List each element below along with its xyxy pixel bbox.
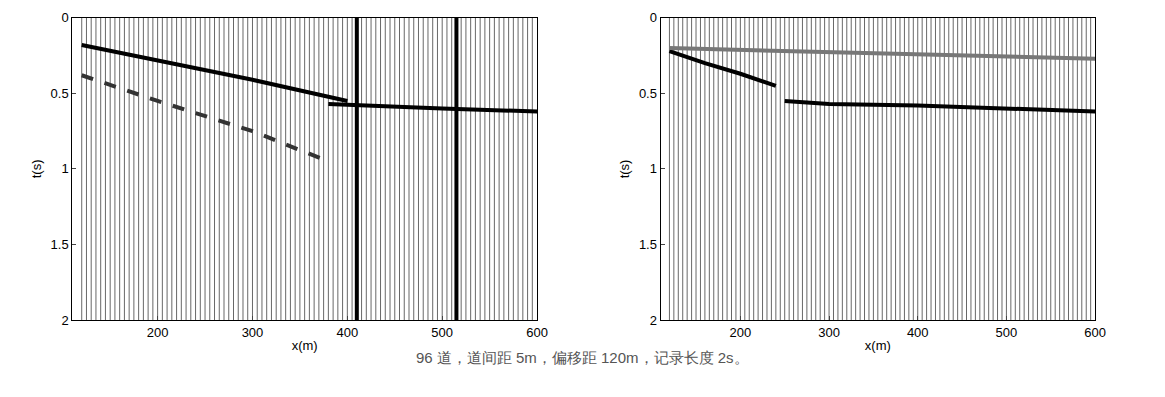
svg-text:1.5: 1.5 [639, 237, 657, 252]
svg-text:x(m): x(m) [292, 338, 318, 353]
svg-text:400: 400 [336, 325, 358, 340]
svg-text:0.5: 0.5 [639, 86, 657, 101]
svg-text:500: 500 [996, 325, 1018, 340]
svg-text:96 道，道间距 5m，偏移距 120m，记录长度 2s。: 96 道，道间距 5m，偏移距 120m，记录长度 2s。 [416, 349, 749, 366]
svg-text:300: 300 [818, 325, 840, 340]
svg-text:1: 1 [650, 161, 657, 176]
svg-text:400: 400 [907, 325, 929, 340]
svg-text:2: 2 [61, 313, 68, 328]
svg-text:2: 2 [650, 313, 657, 328]
svg-text:200: 200 [730, 325, 752, 340]
svg-text:x(m): x(m) [865, 338, 891, 353]
svg-text:600: 600 [1084, 325, 1106, 340]
svg-text:t(s): t(s) [29, 160, 44, 179]
svg-text:200: 200 [147, 325, 169, 340]
svg-text:t(s): t(s) [617, 160, 632, 179]
svg-text:0: 0 [61, 10, 68, 25]
svg-text:1.5: 1.5 [51, 237, 69, 252]
svg-text:300: 300 [242, 325, 264, 340]
svg-text:0.5: 0.5 [51, 86, 69, 101]
svg-text:600: 600 [526, 325, 548, 340]
svg-text:500: 500 [431, 325, 453, 340]
svg-text:1: 1 [61, 161, 68, 176]
svg-text:0: 0 [650, 10, 657, 25]
